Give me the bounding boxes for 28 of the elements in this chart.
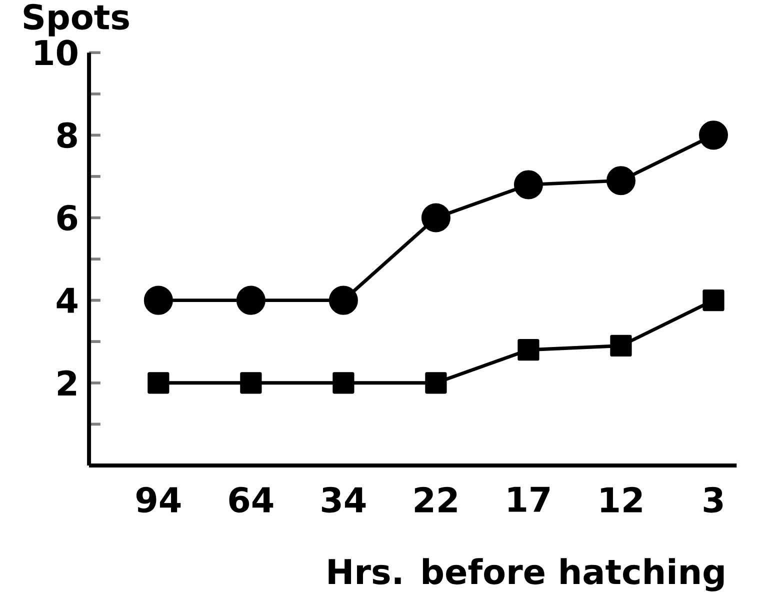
x-axis-title: Hrs. before hatching [328, 558, 724, 592]
y-tick-label: 6 [57, 204, 78, 231]
x-tick-label: 34 [322, 486, 366, 513]
x-tick-label: 3 [704, 486, 723, 513]
y-tick-label: 8 [57, 122, 77, 148]
point [610, 334, 632, 356]
x-tick-label: 94 [136, 486, 181, 513]
y-tick-label: 4 [56, 288, 78, 313]
point [148, 372, 170, 394]
y-tick-label: 2 [58, 370, 76, 396]
point [606, 166, 636, 196]
point [702, 289, 724, 312]
y-tick-label: 10 [35, 40, 78, 66]
point [698, 120, 728, 150]
point [144, 286, 173, 315]
point [328, 286, 358, 315]
point [514, 170, 543, 200]
x-tick-label: 17 [508, 486, 550, 512]
x-tick-label: 64 [229, 486, 274, 513]
point [425, 372, 447, 394]
point [240, 372, 262, 394]
point [332, 372, 354, 394]
point [236, 286, 266, 315]
y-axis-title: Spots [24, 4, 129, 36]
point [421, 203, 450, 232]
x-tick-label: 12 [601, 486, 642, 512]
point [518, 339, 540, 361]
x-tick-label: 22 [414, 486, 457, 512]
